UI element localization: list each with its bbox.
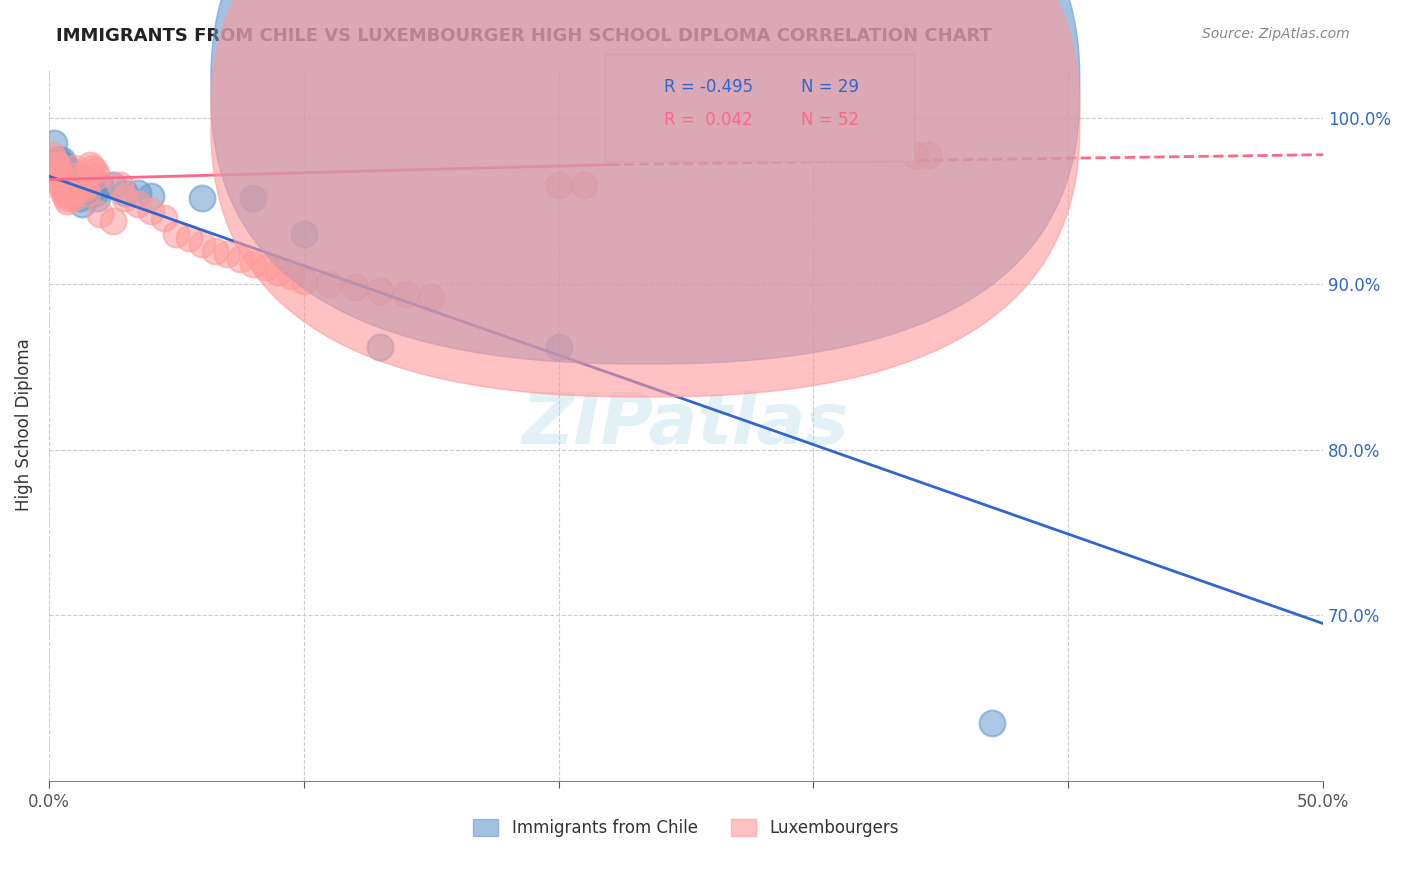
Point (204, 244, 226, 258)
Point (904, 147, 927, 161)
Point (83, 164, 105, 178)
Point (83, 186, 105, 200)
Point (53, 187, 76, 202)
Point (76, 172, 98, 186)
Point (56, 191, 79, 205)
Point (60, 191, 83, 205)
Text: N = 52: N = 52 (801, 112, 859, 129)
Point (70, 178, 93, 192)
Point (45, 158, 67, 172)
Point (318, 277, 340, 291)
Point (86, 169, 108, 184)
Point (139, 204, 162, 219)
Text: N = 29: N = 29 (801, 78, 859, 96)
Point (152, 211, 174, 225)
Point (41, 147, 63, 161)
Point (58, 186, 80, 200)
Point (41, 161, 63, 175)
Point (191, 237, 214, 252)
Point (242, 257, 264, 271)
Point (63, 181, 86, 195)
Text: IMMIGRANTS FROM CHILE VS LUXEMBOURGER HIGH SCHOOL DIPLOMA CORRELATION CHART: IMMIGRANTS FROM CHILE VS LUXEMBOURGER HI… (56, 27, 993, 45)
Text: R =  0.042: R = 0.042 (664, 112, 752, 129)
Point (53, 184, 76, 198)
Point (69, 172, 91, 186)
Point (58, 181, 80, 195)
Point (86, 191, 108, 205)
Point (101, 214, 124, 228)
Point (56, 161, 79, 175)
Point (292, 274, 315, 288)
Point (292, 227, 315, 242)
Point (70, 197, 93, 211)
Point (165, 227, 187, 242)
Legend: Immigrants from Chile, Luxembourgers: Immigrants from Chile, Luxembourgers (467, 813, 905, 844)
Point (76, 186, 98, 200)
Point (343, 280, 366, 294)
Point (73, 178, 96, 192)
Point (179, 230, 201, 244)
Point (66, 169, 89, 184)
Point (267, 265, 290, 279)
Point (69, 191, 91, 205)
Point (79, 158, 101, 172)
Point (110, 178, 132, 192)
Point (242, 191, 264, 205)
Text: R = -0.495: R = -0.495 (664, 78, 752, 96)
Point (66, 186, 89, 200)
Point (229, 252, 252, 266)
Point (547, 340, 569, 354)
Point (368, 284, 391, 298)
Point (51, 178, 73, 192)
Point (51, 153, 73, 167)
Point (53, 158, 76, 172)
Point (980, 716, 1002, 731)
Point (82, 161, 104, 175)
Point (42, 153, 65, 167)
Point (280, 268, 302, 283)
Point (89, 207, 111, 221)
Point (48, 174, 70, 188)
Point (395, 286, 418, 301)
Point (56, 194, 79, 208)
Point (51, 181, 73, 195)
Point (58, 169, 80, 184)
Point (114, 186, 136, 200)
Point (79, 181, 101, 195)
Point (114, 191, 136, 205)
Point (127, 186, 149, 200)
Point (572, 178, 595, 192)
Point (45, 164, 67, 178)
Point (48, 169, 70, 184)
Point (60, 174, 83, 188)
Text: Source: ZipAtlas.com: Source: ZipAtlas.com (1202, 27, 1350, 41)
Point (368, 340, 391, 354)
Point (191, 191, 214, 205)
Point (217, 247, 239, 261)
Point (101, 178, 124, 192)
Point (63, 161, 86, 175)
Point (547, 178, 569, 192)
Text: ZIPatlas: ZIPatlas (523, 390, 849, 459)
Point (420, 290, 443, 304)
Point (89, 178, 111, 192)
Point (139, 189, 162, 203)
Point (42, 136, 65, 150)
Point (917, 147, 939, 161)
Point (73, 181, 96, 195)
Point (48, 153, 70, 167)
Y-axis label: High School Diploma: High School Diploma (15, 338, 32, 511)
Point (45, 153, 67, 167)
Point (254, 260, 277, 275)
Point (127, 197, 149, 211)
